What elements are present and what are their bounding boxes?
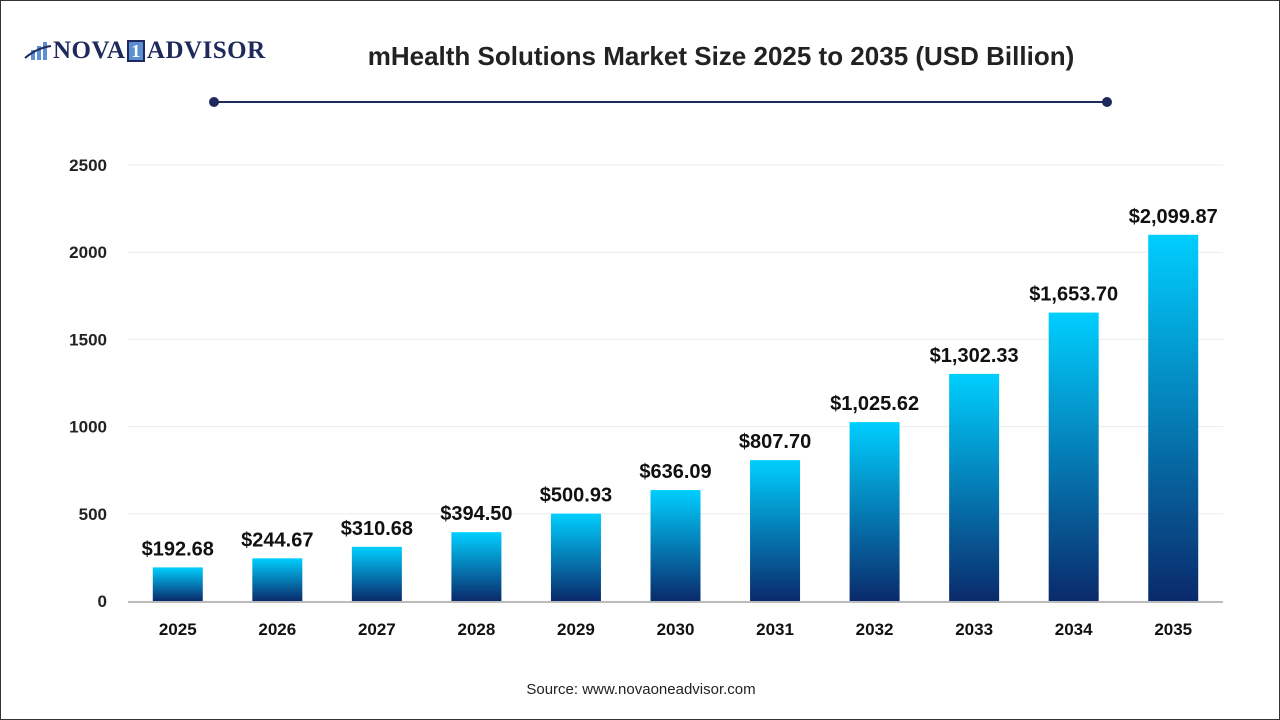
x-tick-label-2035: 2035 xyxy=(1154,620,1192,639)
data-label-2029: $500.93 xyxy=(540,485,612,507)
bar-2026 xyxy=(252,558,303,601)
data-label-2028: $394.50 xyxy=(440,503,512,525)
bar-2032 xyxy=(849,422,900,601)
y-tick-label: 0 xyxy=(98,592,107,611)
bar-2030 xyxy=(650,490,701,601)
data-label-2032: $1,025.62 xyxy=(830,393,919,415)
data-label-2035: $2,099.87 xyxy=(1129,206,1218,228)
bar-chart-logo-icon xyxy=(24,42,52,60)
bar-2035 xyxy=(1148,234,1199,602)
x-tick-label-2025: 2025 xyxy=(159,620,197,639)
x-tick-label-2029: 2029 xyxy=(557,620,595,639)
bar-2033 xyxy=(949,373,1000,601)
chart-title: mHealth Solutions Market Size 2025 to 20… xyxy=(367,41,1075,71)
data-label-2025: $192.68 xyxy=(142,538,214,560)
x-tick-label-2032: 2032 xyxy=(856,620,894,639)
bar-2029 xyxy=(550,513,601,601)
data-label-2034: $1,653.70 xyxy=(1029,284,1118,306)
logo-text-nova: NOVA xyxy=(53,37,126,64)
bar-2027 xyxy=(351,546,402,601)
divider-dot-left xyxy=(209,97,219,107)
logo-text-one: 1 xyxy=(127,40,145,62)
data-label-2031: $807.70 xyxy=(739,431,811,453)
y-tick-label: 1000 xyxy=(69,418,107,437)
data-label-2026: $244.67 xyxy=(241,529,313,551)
x-tick-label-2034: 2034 xyxy=(1055,620,1093,639)
data-label-2030: $636.09 xyxy=(639,461,711,483)
divider-dot-right xyxy=(1102,97,1112,107)
bar-2028 xyxy=(451,532,502,601)
x-tick-label-2028: 2028 xyxy=(457,620,495,639)
logo-text-advisor: ADVISOR xyxy=(146,37,266,64)
data-label-2033: $1,302.33 xyxy=(930,345,1019,367)
x-tick-label-2030: 2030 xyxy=(657,620,695,639)
x-tick-label-2033: 2033 xyxy=(955,620,993,639)
logo: NOVA 1 ADVISOR xyxy=(23,37,266,65)
source-note: Source: www.novaoneadvisor.com xyxy=(526,681,756,698)
y-tick-label: 1500 xyxy=(69,330,107,349)
data-label-2027: $310.68 xyxy=(341,518,413,540)
x-tick-label-2027: 2027 xyxy=(358,620,396,639)
title-divider xyxy=(214,101,1107,103)
bar-2025 xyxy=(152,567,203,601)
x-tick-label-2031: 2031 xyxy=(756,620,794,639)
y-tick-label: 2500 xyxy=(69,156,107,175)
x-tick-label-2026: 2026 xyxy=(258,620,296,639)
bar-2031 xyxy=(750,460,801,601)
y-tick-label: 500 xyxy=(79,505,107,524)
bar-2034 xyxy=(1048,312,1099,601)
y-tick-label: 2000 xyxy=(69,243,107,262)
